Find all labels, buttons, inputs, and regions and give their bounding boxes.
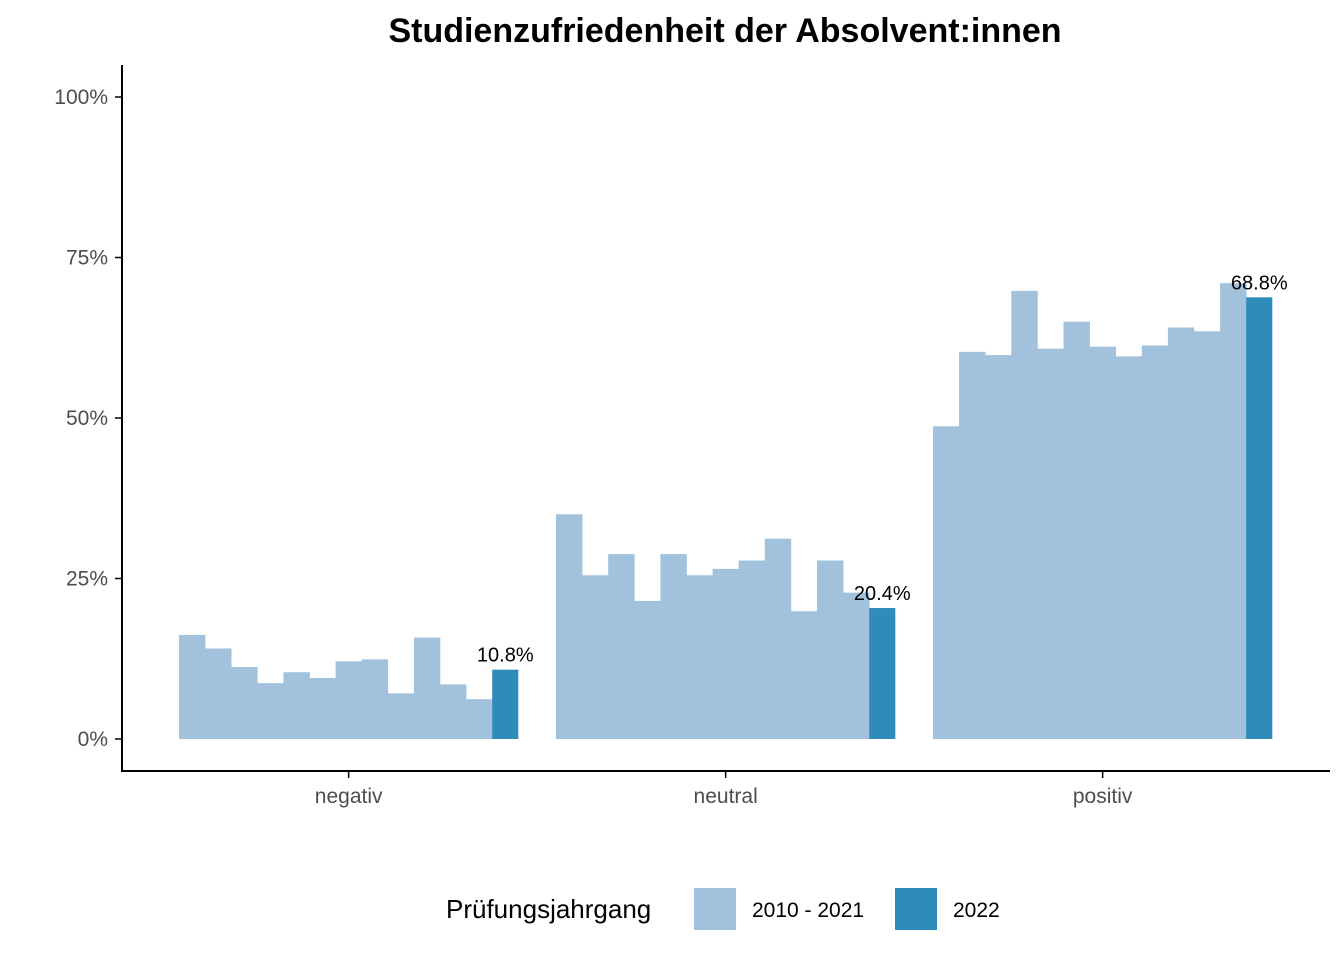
data-label-negativ: 10.8% (477, 645, 534, 667)
bar-history-negativ-5 (283, 672, 310, 739)
legend-swatch-history (694, 888, 736, 930)
bar-history-neutral-12 (843, 592, 870, 739)
legend-title: Prüfungsjahrgang (446, 894, 651, 924)
y-tick-label-3: 75% (66, 247, 108, 270)
bar-history-neutral-9 (764, 538, 792, 739)
bar-history-positiv-7 (1089, 346, 1116, 739)
data-label-positiv: 68.8% (1231, 272, 1288, 294)
data-labels-layer: 10.8% 20.4% 68.8% (477, 272, 1288, 666)
bar-current-positiv (1246, 297, 1273, 739)
bar-history-negativ-9 (387, 693, 415, 739)
bar-history-neutral-1 (556, 514, 583, 739)
bar-history-negativ-6 (309, 678, 336, 739)
bar-history-neutral-7 (712, 568, 739, 739)
bar-history-neutral-3 (608, 554, 635, 739)
bar-history-positiv-3 (985, 355, 1012, 739)
y-tick-label-1: 25% (66, 568, 108, 591)
x-tick-label-positiv: positiv (1073, 785, 1133, 808)
y-tick-label-4: 100% (54, 86, 108, 109)
bar-history-negativ-12 (466, 699, 493, 739)
x-tick-label-neutral: neutral (694, 785, 758, 808)
legend: Prüfungsjahrgang 2010 - 2021 2022 (446, 888, 1000, 930)
bar-history-negativ-4 (257, 683, 284, 739)
bars-layer (179, 283, 1273, 739)
bar-history-neutral-5 (660, 554, 687, 739)
bar-history-neutral-2 (582, 575, 609, 739)
chart-title: Studienzufriedenheit der Absolvent:innen (388, 12, 1061, 50)
bar-history-positiv-6 (1063, 321, 1090, 739)
legend-label-history: 2010 - 2021 (752, 899, 864, 922)
bar-history-positiv-4 (1011, 290, 1038, 739)
bar-history-negativ-3 (231, 667, 258, 739)
x-tick-label-negativ: negativ (315, 785, 383, 808)
bar-history-positiv-1 (933, 426, 960, 739)
bar-history-negativ-11 (440, 684, 467, 739)
axes-layer: negativ neutral positiv 0% 25% 50% 75% 100% (54, 65, 1330, 808)
bar-history-negativ-8 (361, 659, 389, 739)
bar-current-neutral (869, 608, 896, 739)
bar-history-neutral-10 (790, 611, 818, 739)
bar-history-neutral-8 (738, 560, 766, 739)
bar-current-negativ (492, 669, 519, 739)
bar-history-negativ-7 (335, 661, 362, 739)
y-tick-label-0: 0% (78, 728, 108, 751)
bar-history-negativ-10 (413, 637, 441, 739)
legend-label-current: 2022 (953, 899, 1000, 922)
bar-history-neutral-6 (686, 575, 713, 739)
bar-history-positiv-12 (1220, 283, 1247, 739)
bar-history-neutral-4 (634, 600, 661, 739)
legend-swatch-current (895, 888, 937, 930)
bar-history-positiv-10 (1167, 327, 1195, 739)
y-tick-label-2: 50% (66, 407, 108, 430)
bar-history-positiv-5 (1037, 348, 1064, 739)
bar-history-positiv-11 (1194, 331, 1221, 739)
bar-history-positiv-9 (1141, 345, 1169, 739)
bar-history-positiv-2 (959, 351, 986, 739)
data-label-neutral: 20.4% (854, 583, 911, 605)
bar-history-neutral-11 (817, 560, 844, 739)
bar-history-negativ-1 (179, 635, 206, 739)
bar-history-positiv-8 (1115, 356, 1143, 739)
bar-history-negativ-2 (205, 648, 232, 739)
